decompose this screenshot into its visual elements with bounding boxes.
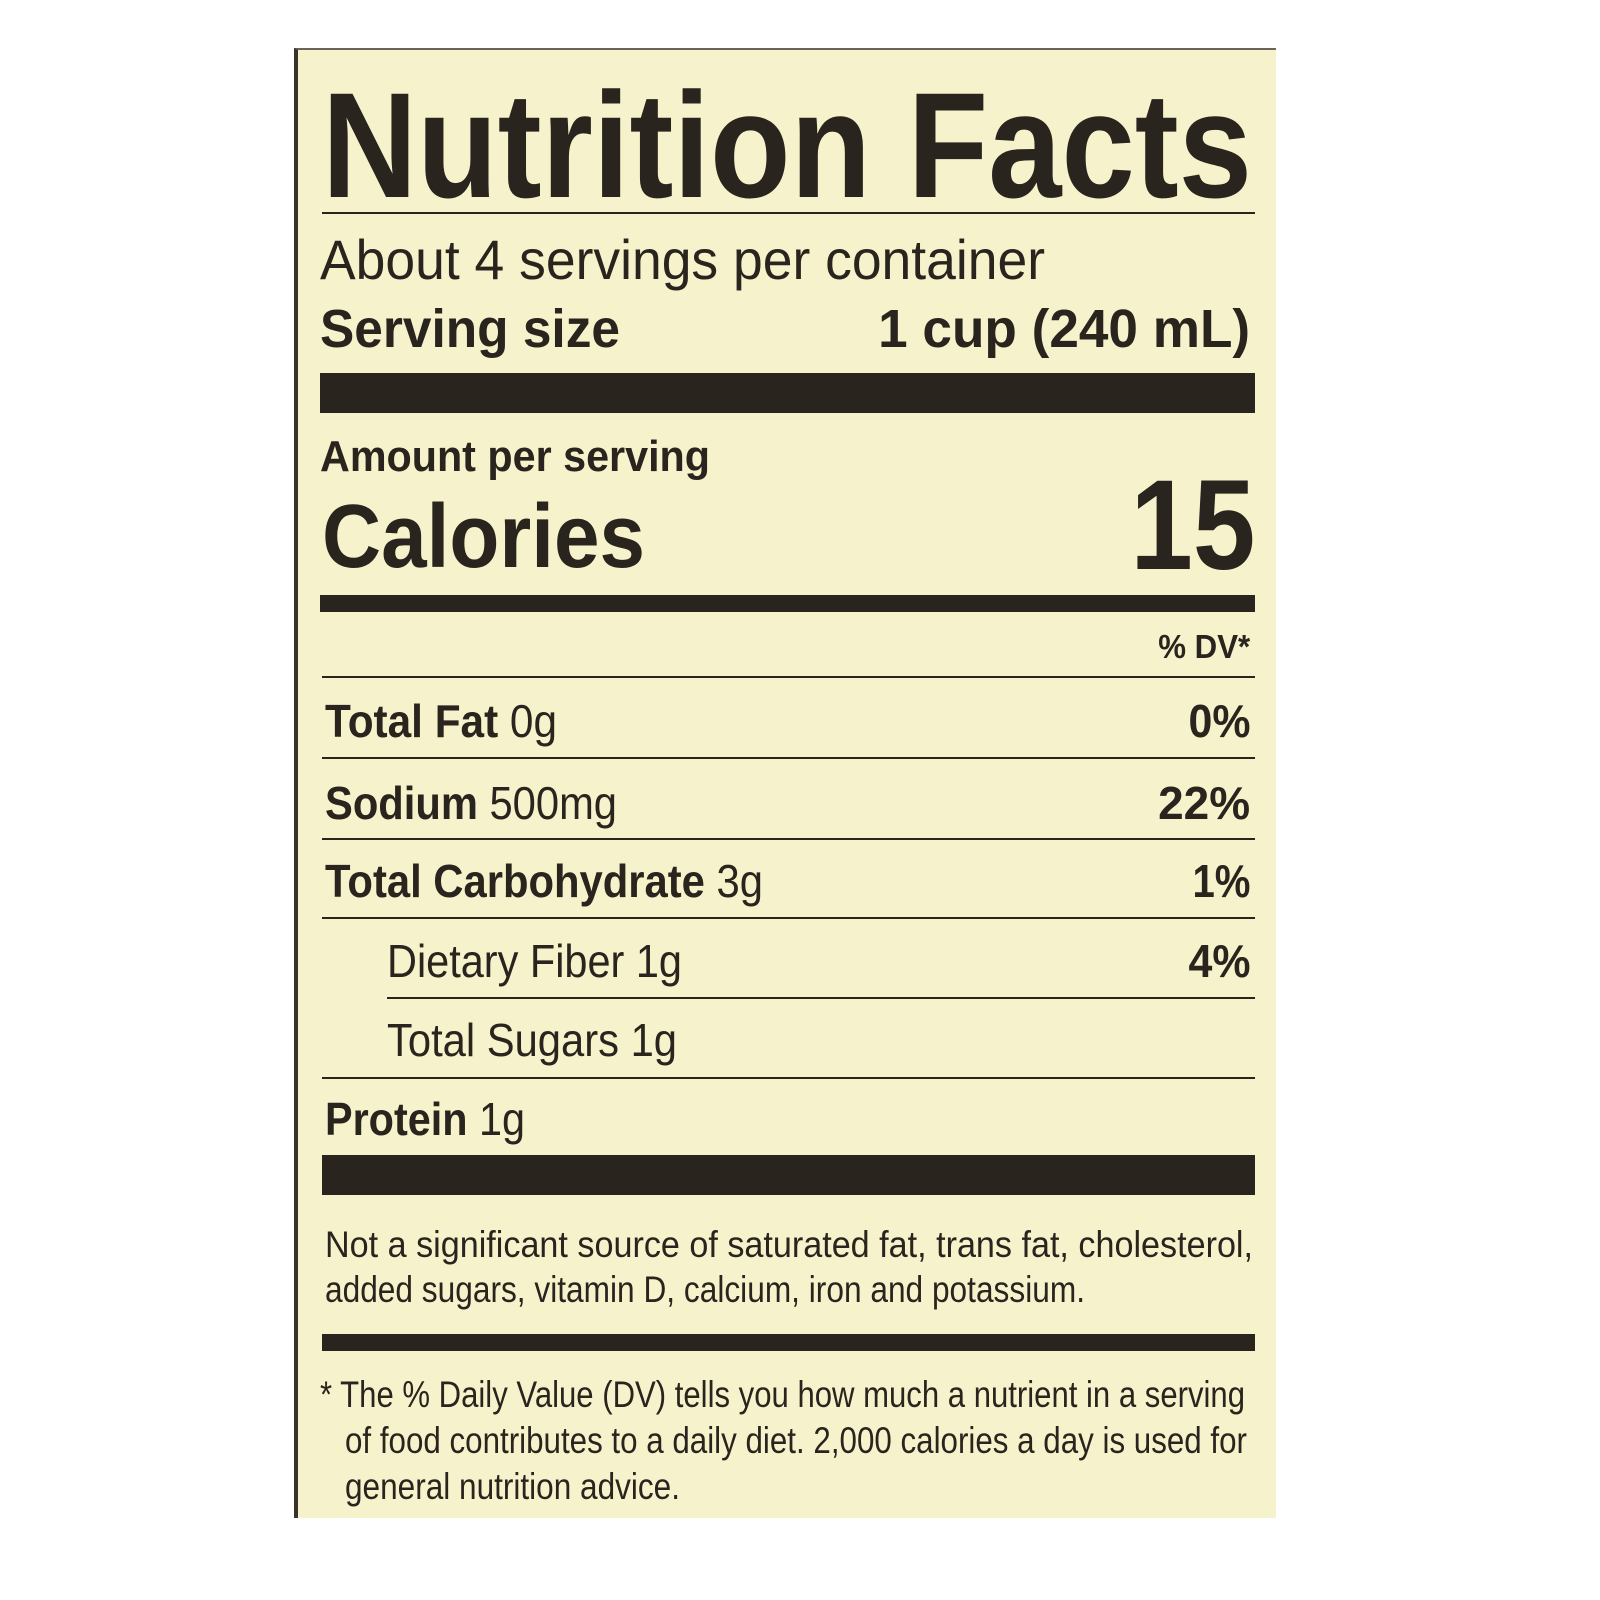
nutrient-amount: 1g — [478, 1093, 525, 1145]
nutrient-row-dietary-fiber: Dietary Fiber 1g — [387, 935, 682, 987]
nutrient-dv: 4% — [1188, 935, 1250, 987]
nutrition-facts-panel — [294, 48, 1276, 1518]
divider-thin — [322, 838, 1255, 840]
servings-per-container: About 4 servings per container — [320, 228, 1045, 291]
serving-size-value: 1 cup (240 mL) — [878, 299, 1250, 359]
amount-per-serving: Amount per serving — [320, 432, 710, 481]
not-significant-note-line-2: added sugars, vitamin D, calcium, iron a… — [325, 1269, 1085, 1310]
nutrient-row-total-carbohydrate: Total Carbohydrate 3g — [325, 858, 763, 904]
not-significant-note-line-1: Not a significant source of saturated fa… — [325, 1224, 1253, 1265]
nutrient-amount: 0g — [509, 695, 557, 747]
nutrient-name: Total Carbohydrate — [325, 855, 705, 907]
divider-thin — [322, 676, 1255, 678]
nutrient-row-protein: Protein 1g — [325, 1096, 525, 1142]
divider-thin — [322, 757, 1255, 759]
nutrient-name: Total Fat — [325, 695, 499, 747]
nutrient-amount: 500mg — [489, 777, 617, 829]
divider-thick — [320, 373, 1255, 413]
footnote-line-1: * The % Daily Value (DV) tells you how m… — [320, 1374, 1245, 1415]
divider-thin — [322, 212, 1255, 214]
nutrient-name: Protein — [325, 1093, 468, 1145]
footnote-line-2: of food contributes to a daily diet. 2,0… — [345, 1420, 1247, 1461]
nutrient-row-total-fat: Total Fat 0g — [325, 698, 557, 744]
title: Nutrition Facts — [322, 61, 1252, 229]
divider-thin — [322, 1077, 1255, 1079]
calories-value: 15 — [1130, 454, 1255, 597]
nutrient-dv: 0% — [1188, 695, 1250, 747]
serving-size-label: Serving size — [320, 299, 620, 359]
nutrient-dv: 22% — [1158, 777, 1250, 829]
footnote-line-3: general nutrition advice. — [345, 1466, 680, 1507]
nutrient-name: Sodium — [325, 777, 478, 829]
divider-medium — [320, 595, 1255, 612]
calories-label: Calories — [322, 487, 645, 587]
nutrient-row-total-sugars: Total Sugars 1g — [387, 1014, 677, 1066]
dv-header: % DV* — [1158, 628, 1250, 665]
nutrient-amount: 3g — [716, 855, 763, 907]
divider-thin — [322, 917, 1255, 919]
divider-thick — [322, 1155, 1255, 1195]
divider-medium — [322, 1334, 1255, 1351]
divider-thin — [387, 997, 1255, 999]
nutrient-dv: 1% — [1192, 855, 1250, 907]
nutrient-row-sodium: Sodium 500mg — [325, 780, 617, 826]
